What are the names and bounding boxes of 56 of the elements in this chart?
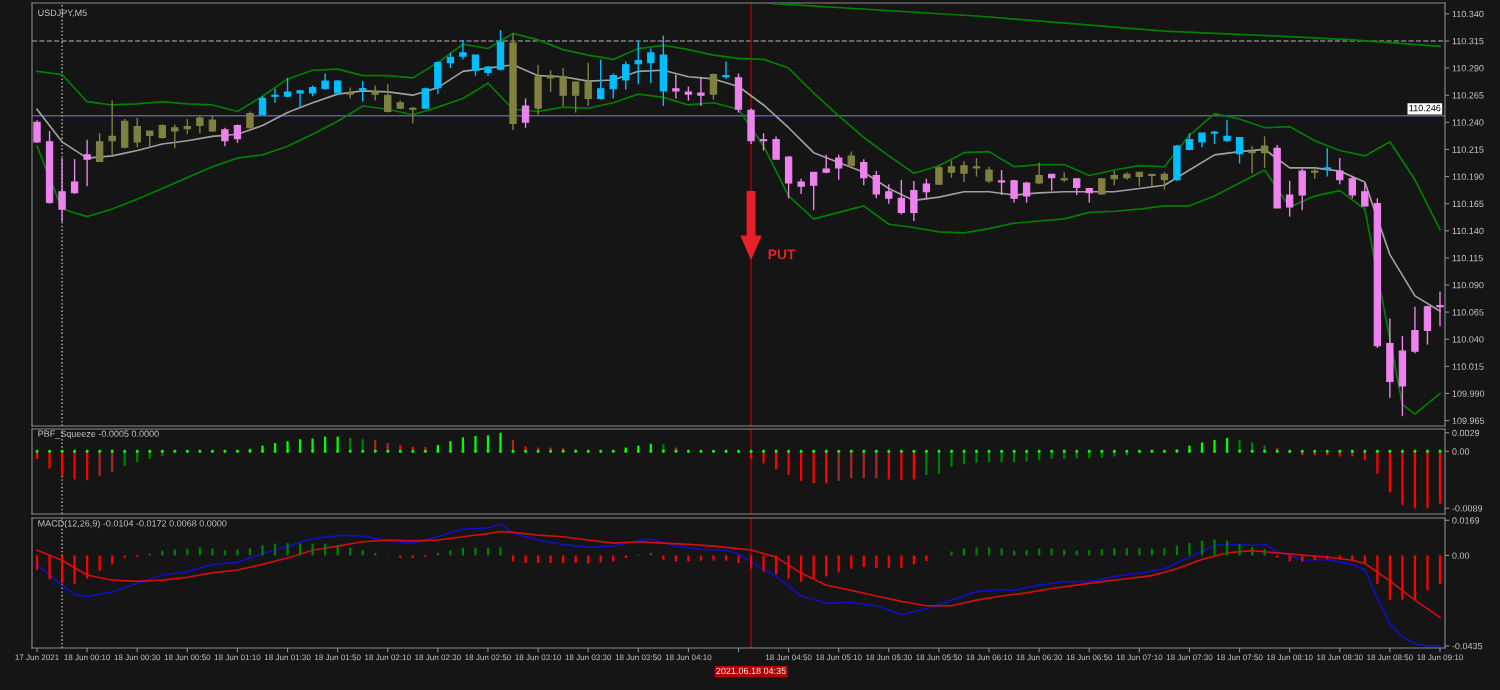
x-tick-label: 18 Jun 03:50 — [615, 654, 662, 661]
y-tick-label: 110.315 — [1452, 37, 1484, 45]
y-tick-label: 110.240 — [1452, 119, 1484, 126]
x-tick-label: 18 Jun 06:10 — [966, 654, 1013, 661]
chart-title: PBF_Squeeze -0.0005 0.0000 — [38, 430, 159, 439]
y-tick-label: 110.015 — [1452, 363, 1484, 370]
text: USDJPY,M5 — [38, 9, 87, 18]
x-tick-label: 18 Jun 08:50 — [1367, 654, 1413, 661]
x-tick-label: 18 Jun 00:30 — [114, 654, 161, 661]
y-tick-label: 110.340 — [1452, 10, 1484, 18]
x-tick-label: 18 Jun 06:30 — [1016, 654, 1063, 661]
x-tick-label: 18 Jun 05:50 — [916, 654, 962, 661]
x-tick-label: 18 Jun 08:10 — [1267, 654, 1313, 661]
y-tick-label: 110.290 — [1452, 65, 1484, 72]
y-tick-label: 109.965 — [1452, 417, 1485, 424]
y-tick-label: 109.990 — [1452, 390, 1485, 397]
y-tick-label: 110.165 — [1452, 200, 1484, 208]
x-tick-label: 18 Jun 00:50 — [164, 654, 211, 661]
y-tick-label: 110.090 — [1452, 281, 1484, 289]
x-tick-label: 18 Jun 04:10 — [665, 654, 712, 661]
y-tick-label: -0.0435 — [1452, 642, 1483, 650]
y-tick-label: 110.065 — [1452, 309, 1484, 316]
y-tick-label: 0.00 — [1452, 448, 1470, 455]
x-tick-label: 18 Jun 05:30 — [866, 654, 912, 661]
x-tick-label: 18 Jun 08:30 — [1317, 654, 1363, 661]
x-tick-label: 18 Jun 02:50 — [465, 654, 511, 661]
x-tick-label: 18 Jun 02:30 — [415, 654, 461, 661]
annotation: PUT — [768, 249, 796, 260]
x-tick-label: 18 Jun 03:30 — [565, 654, 612, 661]
y-tick-label: -0.0089 — [1452, 505, 1483, 512]
y-tick-label: 110.040 — [1452, 336, 1484, 343]
x-tick-label: 18 Jun 04:50 — [765, 654, 812, 661]
x-tick-label: 18 Jun 07:30 — [1166, 654, 1213, 661]
ref-line-label: 110.246 — [1409, 104, 1441, 112]
x-tick-label: 18 Jun 02:10 — [365, 654, 411, 661]
ref-line-label: 2021.06.18 04:35 — [716, 667, 786, 675]
y-tick-label: 110.140 — [1452, 227, 1484, 235]
y-tick-label: 0.0029 — [1452, 429, 1480, 437]
x-tick-label: 18 Jun 07:10 — [1116, 654, 1163, 661]
y-tick-label: 0.0169 — [1452, 517, 1480, 524]
y-tick-label: 0.00 — [1452, 552, 1470, 559]
y-tick-label: 110.190 — [1452, 173, 1484, 180]
x-tick-label: 18 Jun 09:10 — [1417, 654, 1463, 661]
x-tick-label: 17 Jun 2021 — [15, 654, 59, 661]
y-tick-label: 110.215 — [1452, 146, 1484, 153]
x-tick-label: 18 Jun 03:10 — [515, 654, 562, 661]
x-tick-label: 18 Jun 07:50 — [1216, 654, 1263, 661]
x-tick-label: 18 Jun 01:30 — [264, 654, 311, 661]
x-tick-label: 18 Jun 06:50 — [1066, 654, 1113, 661]
x-tick-label: 18 Jun 01:50 — [314, 654, 361, 661]
y-tick-label: 110.115 — [1452, 254, 1483, 262]
x-tick-label: 18 Jun 00:10 — [64, 654, 111, 661]
x-tick-label: 18 Jun 05:10 — [816, 654, 862, 661]
chart-title: MACD(12,26,9) -0.0104 -0.0172 0.0068 0.0000 — [38, 519, 227, 529]
y-tick-label: 110.265 — [1452, 92, 1484, 99]
x-tick-label: 18 Jun 01:10 — [214, 654, 261, 661]
